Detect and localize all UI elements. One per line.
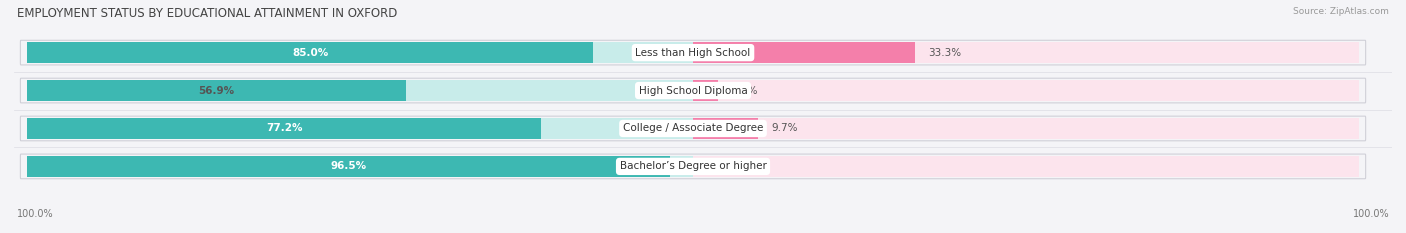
Bar	[693, 118, 1358, 139]
Text: Bachelor’s Degree or higher: Bachelor’s Degree or higher	[620, 161, 766, 171]
Bar	[27, 80, 693, 101]
Bar	[693, 80, 717, 101]
Bar	[693, 42, 915, 63]
Text: 100.0%: 100.0%	[1353, 209, 1389, 219]
Bar	[693, 42, 1358, 63]
Text: 85.0%: 85.0%	[292, 48, 329, 58]
Bar	[27, 42, 693, 63]
Text: 0.0%: 0.0%	[706, 161, 733, 171]
Text: 3.7%: 3.7%	[731, 86, 758, 96]
Bar	[27, 118, 693, 139]
Bar	[693, 156, 1358, 177]
Text: Source: ZipAtlas.com: Source: ZipAtlas.com	[1294, 7, 1389, 16]
Bar	[27, 80, 406, 101]
Text: 77.2%: 77.2%	[266, 123, 302, 134]
Text: 100.0%: 100.0%	[17, 209, 53, 219]
Text: College / Associate Degree: College / Associate Degree	[623, 123, 763, 134]
Text: 56.9%: 56.9%	[198, 86, 235, 96]
Bar	[693, 118, 758, 139]
Text: High School Diploma: High School Diploma	[638, 86, 748, 96]
Text: 9.7%: 9.7%	[770, 123, 797, 134]
Text: Less than High School: Less than High School	[636, 48, 751, 58]
Text: EMPLOYMENT STATUS BY EDUCATIONAL ATTAINMENT IN OXFORD: EMPLOYMENT STATUS BY EDUCATIONAL ATTAINM…	[17, 7, 398, 20]
Bar	[693, 80, 1358, 101]
Text: 33.3%: 33.3%	[928, 48, 962, 58]
Bar	[27, 156, 669, 177]
Text: 96.5%: 96.5%	[330, 161, 367, 171]
Bar	[27, 42, 593, 63]
Bar	[27, 118, 541, 139]
Bar	[27, 156, 693, 177]
